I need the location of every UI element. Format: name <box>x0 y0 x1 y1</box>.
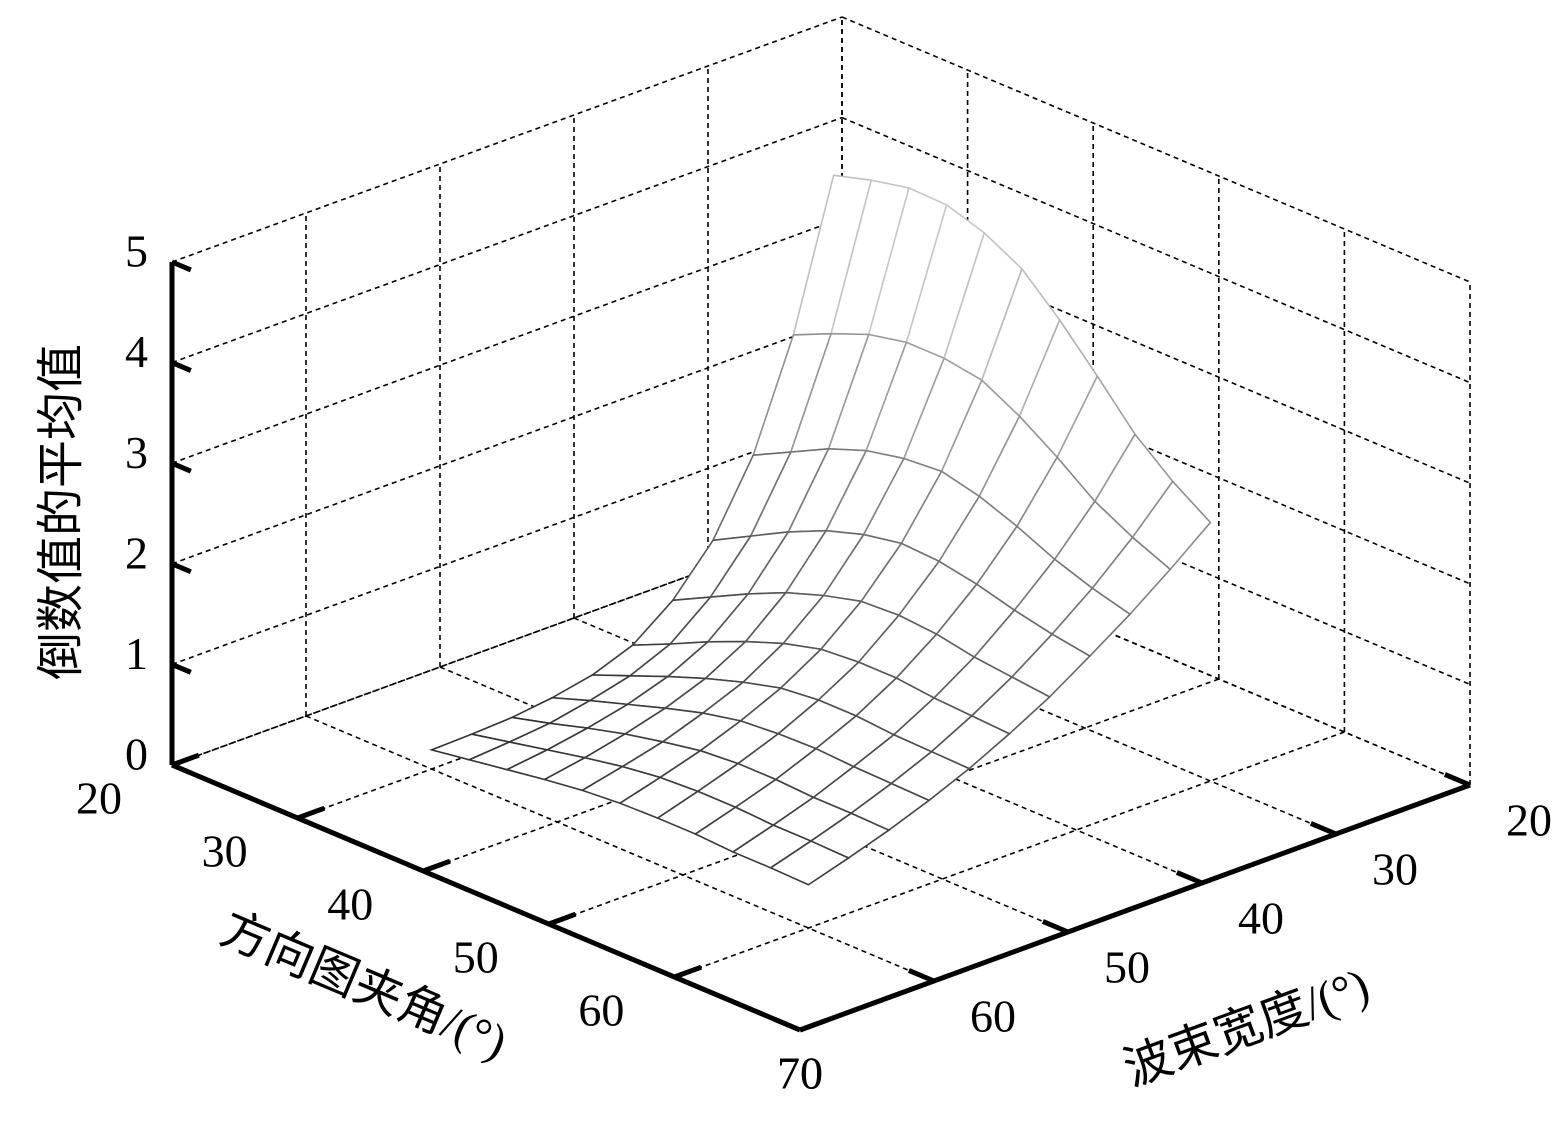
floor-grid-line <box>674 731 1345 978</box>
z-tick <box>171 561 192 575</box>
x-tick <box>547 911 577 927</box>
y-tick-label: 60 <box>970 991 1016 1042</box>
y-tick-label: 70 <box>777 1048 823 1099</box>
x-tick-label: 60 <box>578 985 624 1036</box>
x-tick <box>296 805 326 821</box>
z-tick <box>171 360 192 373</box>
floor-grid-line <box>573 617 1203 884</box>
y-tick <box>1175 870 1203 886</box>
x-axis <box>171 762 801 1033</box>
y-tick <box>1309 821 1337 837</box>
z-tick-label: 3 <box>125 427 148 478</box>
x-tick-label: 40 <box>327 879 373 930</box>
floor-grid-line <box>548 678 1220 925</box>
z-tick-label: 0 <box>125 729 148 780</box>
y-tick <box>1443 772 1471 788</box>
wall-grid-line <box>841 318 1471 585</box>
z-tick-label: 5 <box>125 226 148 277</box>
floor-grid-line <box>439 666 1069 933</box>
z-tick-label: 1 <box>125 628 148 679</box>
y-tick <box>907 968 935 984</box>
y-tick-label: 40 <box>1238 893 1284 944</box>
wall-grid-line <box>841 16 1471 283</box>
x-tick-label: 20 <box>76 773 122 824</box>
y-tick-label: 30 <box>1372 844 1418 895</box>
z-tick <box>171 662 192 675</box>
x-tick <box>171 752 200 768</box>
wall-grid-line <box>171 16 843 263</box>
floor-grid-line <box>305 715 935 982</box>
wall-grid-line <box>841 418 1471 686</box>
y-axis <box>799 782 1471 1033</box>
y-axis-label: 波束宽度/(°) <box>1117 959 1376 1097</box>
x-tick <box>799 1017 828 1033</box>
x-tick-label: 50 <box>453 932 499 983</box>
wall-grid-line <box>171 116 843 364</box>
x-tick-label: 70 <box>777 1048 823 1099</box>
y-tick <box>773 1017 801 1033</box>
x-tick-label: 30 <box>202 826 248 877</box>
wall-grid-line <box>841 217 1471 484</box>
mesh-cell <box>769 840 851 886</box>
wall-grid-line <box>171 217 843 464</box>
y-tick-label: 20 <box>1506 795 1552 846</box>
z-tick <box>171 460 192 474</box>
wall-grid-line <box>171 418 843 666</box>
z-axis-label: 倒数值的平均值 <box>35 344 88 680</box>
wall-grid-line <box>841 116 1471 384</box>
x-tick <box>673 964 703 980</box>
floor-grid-line <box>707 568 1337 835</box>
wall-grid-line <box>841 519 1471 786</box>
y-tick-label: 50 <box>1104 942 1150 993</box>
z-tick <box>171 259 192 273</box>
z-tick-label: 2 <box>125 527 148 578</box>
y-tick <box>1041 919 1069 935</box>
wall-grid-line <box>171 318 843 565</box>
z-tick-label: 4 <box>125 326 148 377</box>
x-tick <box>422 858 451 874</box>
